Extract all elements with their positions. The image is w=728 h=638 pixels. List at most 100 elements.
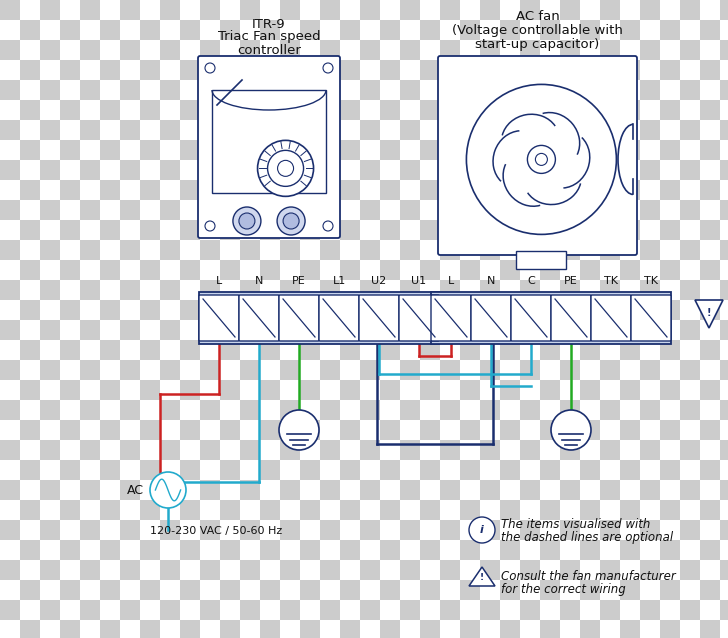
Bar <box>680 420 700 440</box>
Bar <box>220 20 240 40</box>
Bar <box>160 560 180 580</box>
Bar <box>400 380 420 400</box>
Bar <box>60 240 80 260</box>
Bar <box>260 140 280 160</box>
Bar <box>120 400 140 420</box>
Bar <box>160 500 180 520</box>
Bar <box>280 460 300 480</box>
Bar <box>220 540 240 560</box>
Bar <box>420 240 440 260</box>
Bar <box>340 440 360 460</box>
Bar <box>500 100 520 120</box>
Bar <box>280 300 300 320</box>
Bar <box>540 400 560 420</box>
Bar <box>460 0 480 20</box>
Bar <box>280 120 300 140</box>
Bar <box>400 340 420 360</box>
Bar <box>580 520 600 540</box>
Bar <box>660 500 680 520</box>
Bar <box>620 140 640 160</box>
Bar <box>460 320 480 340</box>
Bar <box>600 160 620 180</box>
Bar <box>600 140 620 160</box>
Bar <box>500 420 520 440</box>
Bar <box>280 80 300 100</box>
Bar <box>720 420 728 440</box>
Bar <box>640 480 660 500</box>
Bar <box>560 100 580 120</box>
Bar <box>680 300 700 320</box>
Bar <box>220 480 240 500</box>
Bar <box>460 360 480 380</box>
Text: N: N <box>255 276 264 286</box>
Bar <box>40 420 60 440</box>
Bar <box>120 0 140 20</box>
Text: U2: U2 <box>371 276 387 286</box>
Bar <box>720 360 728 380</box>
Bar <box>40 120 60 140</box>
Bar <box>480 400 500 420</box>
Bar <box>440 100 460 120</box>
Bar <box>100 400 120 420</box>
Bar <box>580 580 600 600</box>
Bar <box>440 540 460 560</box>
Bar <box>640 620 660 638</box>
Bar <box>520 220 540 240</box>
Bar <box>480 40 500 60</box>
Bar <box>440 460 460 480</box>
Bar <box>60 280 80 300</box>
Bar <box>580 440 600 460</box>
Bar <box>600 60 620 80</box>
Bar <box>140 440 160 460</box>
Polygon shape <box>469 567 495 586</box>
Bar <box>80 620 100 638</box>
Bar <box>20 100 40 120</box>
Bar <box>280 360 300 380</box>
Bar <box>140 0 160 20</box>
Bar <box>400 280 420 300</box>
Bar <box>180 360 200 380</box>
Bar <box>0 40 20 60</box>
Bar <box>500 360 520 380</box>
Bar <box>180 400 200 420</box>
Bar <box>360 620 380 638</box>
Bar <box>580 360 600 380</box>
Bar <box>140 20 160 40</box>
Bar <box>420 200 440 220</box>
Bar <box>120 460 140 480</box>
Bar <box>440 620 460 638</box>
Bar <box>700 380 720 400</box>
Bar <box>620 160 640 180</box>
Bar <box>580 240 600 260</box>
Bar <box>40 40 60 60</box>
Bar <box>20 540 40 560</box>
Bar <box>140 400 160 420</box>
Bar <box>660 160 680 180</box>
Bar <box>620 460 640 480</box>
Bar <box>700 420 720 440</box>
Bar <box>260 440 280 460</box>
Bar <box>60 220 80 240</box>
Bar <box>600 520 620 540</box>
Bar <box>160 320 180 340</box>
Text: start-up capacitor): start-up capacitor) <box>475 38 600 51</box>
Bar <box>80 280 100 300</box>
Bar <box>540 20 560 40</box>
Bar <box>600 560 620 580</box>
Bar <box>360 80 380 100</box>
Bar <box>620 500 640 520</box>
Bar <box>180 220 200 240</box>
Bar <box>40 560 60 580</box>
Bar <box>700 0 720 20</box>
Bar <box>400 480 420 500</box>
Bar <box>520 260 540 280</box>
Bar <box>620 200 640 220</box>
Bar <box>200 200 220 220</box>
Bar <box>500 200 520 220</box>
Bar <box>520 100 540 120</box>
Bar <box>260 80 280 100</box>
Bar <box>640 580 660 600</box>
Bar <box>580 600 600 620</box>
Bar <box>320 340 340 360</box>
Text: U1: U1 <box>411 276 427 286</box>
